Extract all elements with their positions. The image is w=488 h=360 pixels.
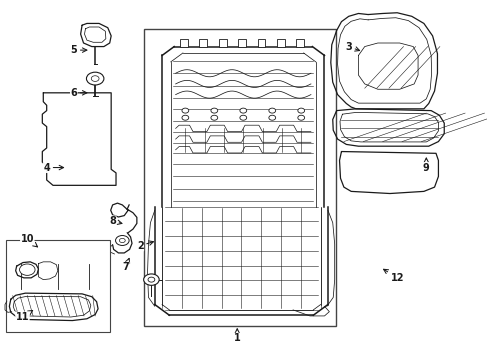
Bar bbox=[257, 39, 265, 46]
Text: 1: 1 bbox=[233, 329, 240, 343]
Text: 8: 8 bbox=[109, 216, 122, 226]
Text: 11: 11 bbox=[16, 310, 33, 322]
Circle shape bbox=[297, 108, 304, 113]
Circle shape bbox=[297, 115, 304, 120]
Bar bbox=[238, 39, 245, 46]
Circle shape bbox=[210, 108, 217, 113]
Text: 9: 9 bbox=[422, 158, 429, 172]
Bar bbox=[199, 39, 207, 46]
Text: 5: 5 bbox=[70, 45, 87, 55]
Circle shape bbox=[240, 108, 246, 113]
Bar bbox=[6, 240, 110, 332]
Text: 12: 12 bbox=[383, 269, 403, 283]
Circle shape bbox=[119, 238, 125, 243]
Bar bbox=[296, 39, 304, 46]
Bar bbox=[218, 39, 226, 46]
Text: 7: 7 bbox=[122, 258, 129, 272]
Text: 6: 6 bbox=[70, 88, 87, 98]
Text: 10: 10 bbox=[20, 234, 38, 247]
Circle shape bbox=[182, 115, 188, 120]
Circle shape bbox=[115, 235, 129, 246]
Bar bbox=[180, 39, 187, 46]
Circle shape bbox=[148, 277, 155, 282]
Circle shape bbox=[210, 115, 217, 120]
Circle shape bbox=[182, 108, 188, 113]
Bar bbox=[276, 39, 284, 46]
Circle shape bbox=[86, 72, 103, 85]
Text: 3: 3 bbox=[345, 41, 359, 51]
Circle shape bbox=[240, 115, 246, 120]
Bar bbox=[144, 29, 335, 326]
Circle shape bbox=[91, 76, 99, 81]
Circle shape bbox=[143, 274, 159, 285]
Text: 2: 2 bbox=[137, 241, 153, 251]
Circle shape bbox=[20, 264, 35, 275]
Circle shape bbox=[268, 115, 275, 120]
Text: 4: 4 bbox=[43, 163, 63, 172]
Circle shape bbox=[268, 108, 275, 113]
